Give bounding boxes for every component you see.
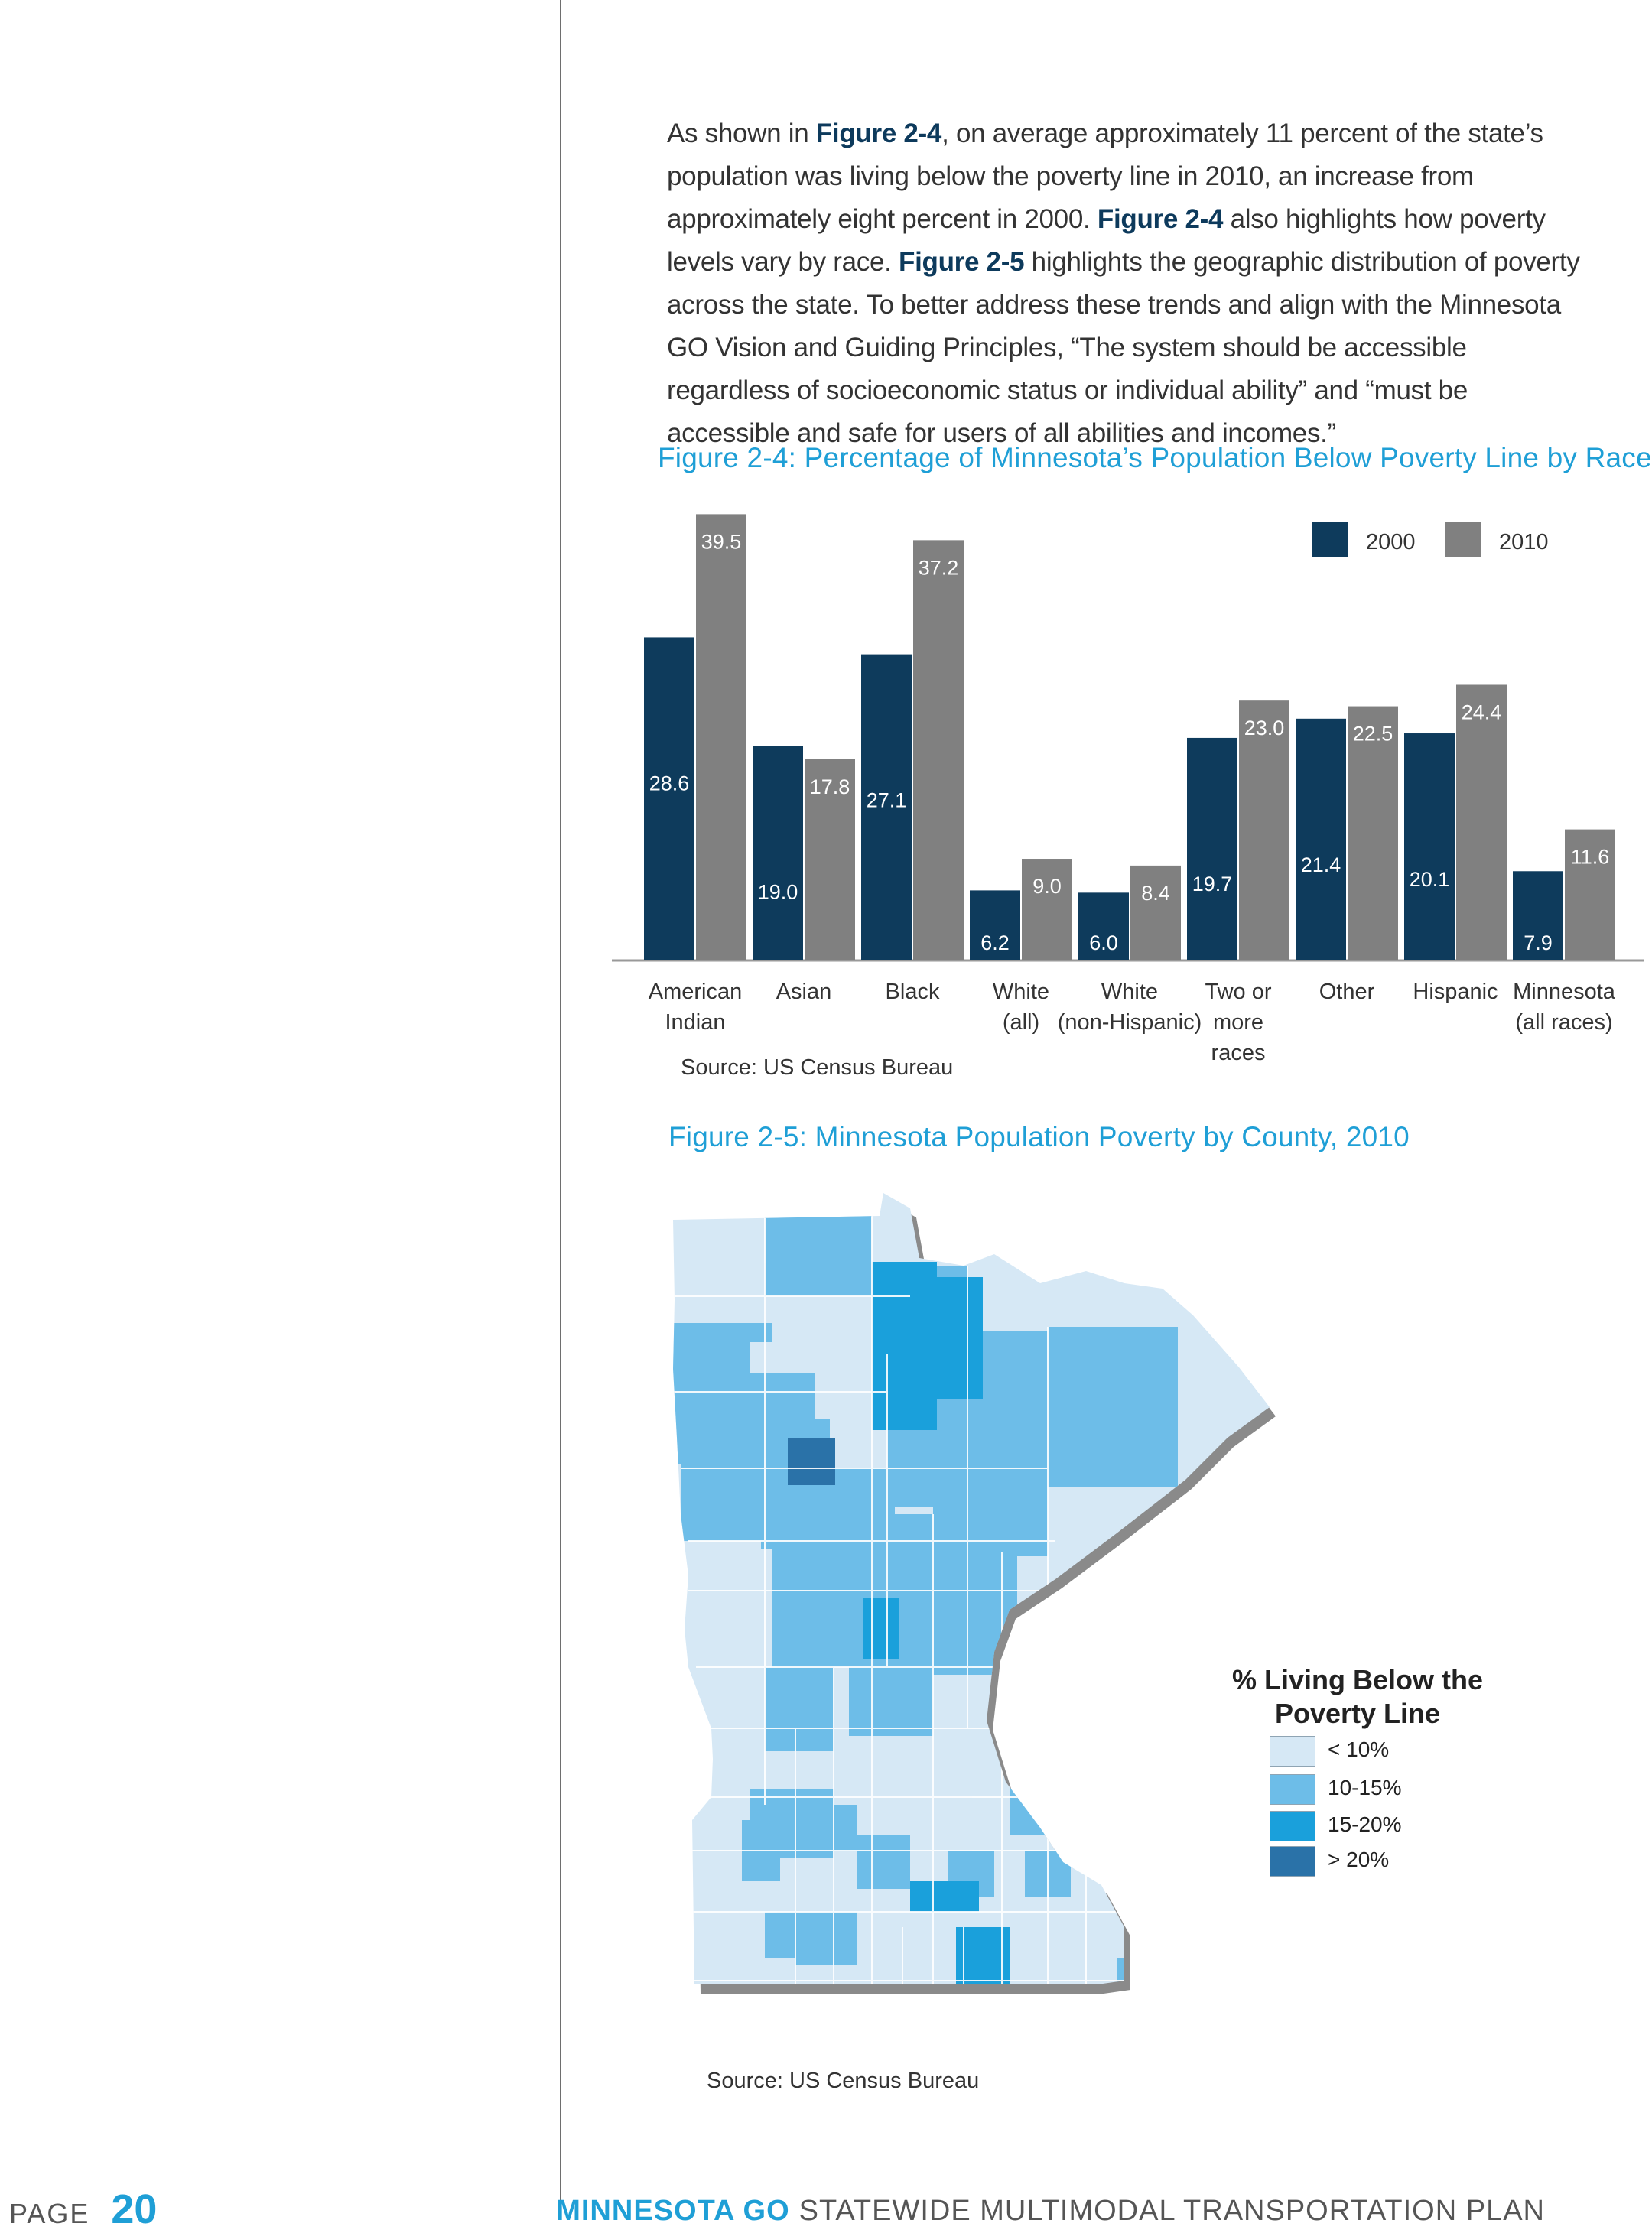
- data-label: 22.5: [1353, 723, 1393, 746]
- data-label: 17.8: [810, 775, 850, 798]
- category-label: Minnesota: [1513, 980, 1616, 1004]
- bar-2010: [805, 759, 855, 960]
- bar-2010: [913, 540, 964, 960]
- category-label: Asian: [776, 980, 832, 1004]
- data-label: 19.7: [1192, 873, 1233, 895]
- category-label: Two or: [1205, 980, 1271, 1004]
- bar-2000: [1078, 892, 1129, 960]
- figure-2-4-title: Figure 2-4: Percentage of Minnesota’s Po…: [658, 442, 1652, 473]
- data-label: 9.0: [1032, 875, 1062, 898]
- data-label: 39.5: [701, 530, 742, 553]
- legend-swatch: [1270, 1736, 1315, 1767]
- chart-source: Source: US Census Bureau: [681, 1055, 954, 1080]
- bar-2000: [861, 654, 912, 960]
- poverty-by-race-chart: 28.6 39.5 American Indian 19.0 17.8 Asian 27.1 3…: [612, 514, 1644, 1065]
- bar-2000: [1296, 718, 1346, 960]
- data-label: 21.4: [1301, 853, 1341, 876]
- category-label: (all races): [1515, 1010, 1612, 1035]
- figure-ref: Figure 2-5: [898, 247, 1025, 277]
- category-label: Hispanic: [1413, 980, 1498, 1004]
- figure-ref: Figure 2-4: [1097, 204, 1224, 234]
- bar-2000: [1513, 871, 1563, 960]
- legend-swatch-2000: [1312, 522, 1348, 557]
- legend-item: > 20%: [1270, 1846, 1468, 1877]
- data-label: 28.6: [649, 772, 690, 795]
- body-paragraph: As shown in Figure 2-4, on average appro…: [667, 119, 1580, 448]
- bar-2010: [1130, 865, 1181, 960]
- data-label: 24.4: [1462, 700, 1502, 723]
- legend-swatch: [1270, 1811, 1315, 1841]
- category-label: more: [1213, 1010, 1263, 1035]
- bar-2000: [970, 890, 1020, 960]
- legend-item: < 10%: [1270, 1736, 1468, 1767]
- bar-2000: [644, 637, 694, 960]
- data-label: 8.4: [1141, 882, 1170, 905]
- category-label: (non-Hispanic): [1058, 1010, 1202, 1035]
- page-number: PAGE 20: [9, 2186, 158, 2232]
- legend-swatch: [1270, 1846, 1315, 1877]
- figure-ref: Figure 2-4: [815, 119, 942, 148]
- category-label: Indian: [665, 1010, 725, 1035]
- legend-item: 10-15%: [1270, 1774, 1468, 1805]
- figure-2-5-title: Figure 2-5: Minnesota Population Poverty…: [668, 1121, 1410, 1152]
- map-legend-title: % Living Below the Poverty Line: [1231, 1664, 1484, 1729]
- legend-label: 2010: [1499, 530, 1549, 554]
- data-label: 6.0: [1089, 931, 1118, 954]
- data-label: 6.2: [980, 931, 1010, 954]
- map-source: Source: US Census Bureau: [707, 2069, 980, 2093]
- category-label: races: [1211, 1041, 1266, 1065]
- bar-2000: [1404, 733, 1455, 960]
- data-label: 7.9: [1524, 931, 1553, 954]
- data-label: 23.0: [1244, 717, 1285, 739]
- data-label: 37.2: [919, 556, 959, 579]
- data-label: 27.1: [867, 789, 907, 812]
- footer-title: MINNESOTA GO STATEWIDE MULTIMODAL TRANSPO…: [556, 2195, 1545, 2227]
- legend-label: 2000: [1366, 530, 1416, 554]
- bar-2010: [696, 514, 746, 960]
- legend-item: 15-20%: [1270, 1811, 1468, 1841]
- category-label: White: [1101, 980, 1158, 1004]
- data-label: 19.0: [758, 880, 798, 903]
- category-label: (all): [1003, 1010, 1039, 1035]
- bar-2010: [1348, 706, 1398, 960]
- category-label: Other: [1319, 980, 1375, 1004]
- bar-2000: [753, 746, 803, 960]
- column-divider: [560, 0, 561, 2209]
- legend-swatch: [1270, 1774, 1315, 1805]
- bar-2010: [1239, 700, 1289, 960]
- bar-2000: [1187, 737, 1237, 960]
- category-label: Black: [886, 980, 940, 1004]
- bar-2010: [1022, 859, 1072, 960]
- data-label: 11.6: [1571, 846, 1610, 869]
- data-label: 20.1: [1410, 868, 1450, 891]
- legend-swatch-2010: [1446, 522, 1481, 557]
- bar-2010: [1456, 684, 1507, 960]
- category-label: White: [993, 980, 1049, 1004]
- category-label: American: [649, 980, 743, 1004]
- minnesota-poverty-map: [673, 1193, 1276, 1994]
- bar-2010: [1565, 829, 1615, 960]
